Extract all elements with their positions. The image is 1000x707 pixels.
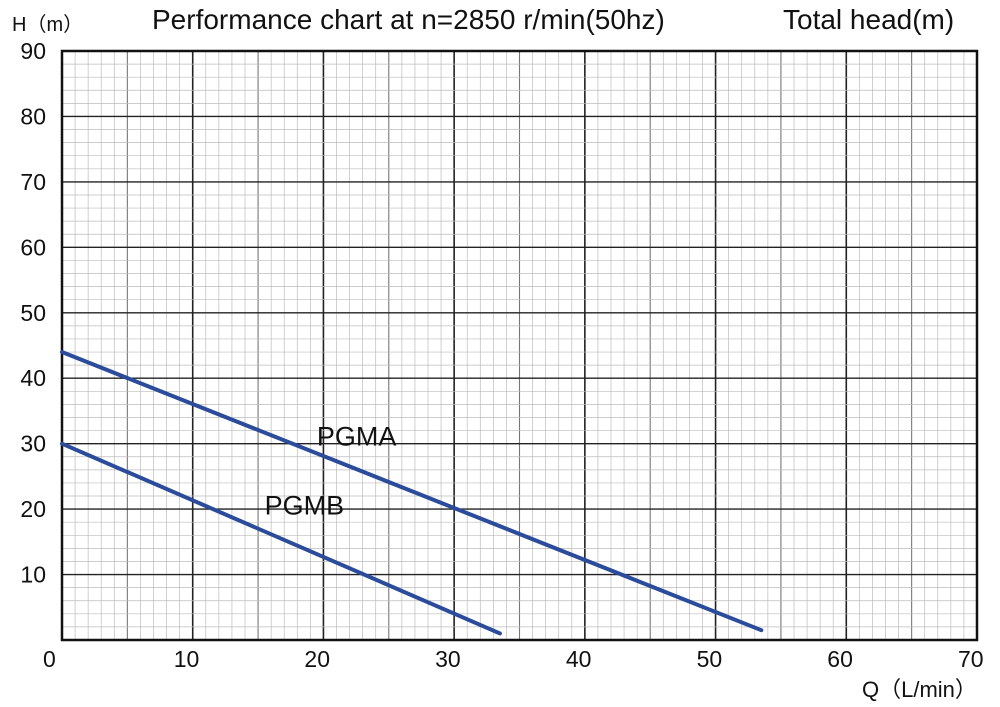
series-label-pgma: PGMA (317, 421, 397, 451)
series-label-pgmb: PGMB (265, 490, 345, 520)
y-tick-label: 50 (20, 300, 46, 326)
x-axis-label: Q（L/min） (862, 677, 977, 702)
y-axis-label: H（m） (12, 14, 84, 36)
series-line-pgmb (60, 441, 502, 636)
grid (60, 49, 979, 642)
y-tick-label: 30 (20, 431, 46, 457)
chart-title: Performance chart at n=2850 r/min(50hz) (152, 4, 665, 35)
x-tick-label: 10 (174, 646, 200, 672)
y-tick-label: 90 (20, 38, 46, 64)
x-tick-label: 60 (827, 646, 853, 672)
y-tick-label: 70 (20, 169, 46, 195)
x-tick-label: 20 (304, 646, 330, 672)
y-tick-label: 20 (20, 496, 46, 522)
y-tick-label: 40 (20, 365, 46, 391)
plot-frame (60, 49, 979, 642)
x-tick-label: 70 (958, 646, 984, 672)
x-tick-label: 0 (43, 646, 56, 672)
y-tick-label: 80 (20, 103, 46, 129)
y-axis-unit-label: Total head(m) (783, 4, 955, 35)
x-tick-label: 40 (566, 646, 592, 672)
series-layer: PGMA PGMB (60, 350, 764, 636)
series-line-pgma (60, 350, 764, 633)
y-tick-label: 60 (20, 234, 46, 260)
y-tick-label: 10 (20, 562, 46, 588)
tick-labels: 0 10 20 30 40 50 60 70 10 20 30 40 50 60 70 80 90 (20, 38, 983, 672)
x-tick-label: 50 (697, 646, 723, 672)
x-tick-label: 30 (435, 646, 461, 672)
